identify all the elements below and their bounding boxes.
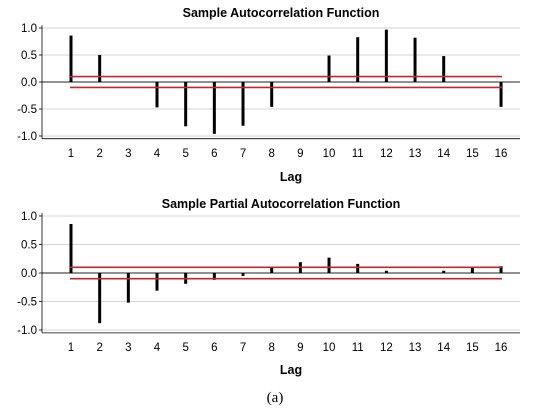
acf-x-tick-label: 11 [352,148,364,160]
acf-x-tick-label: 8 [268,148,274,160]
acf-x-tick-label: 10 [323,148,336,160]
pacf-x-tick-label: 8 [268,342,274,354]
pacf-y-tick-label: -0.5 [17,297,37,309]
pacf-y-ticks: 1.0 0.5 0.0 -0.5 -1.0 [17,211,520,337]
pacf-x-tick-label: 14 [437,342,450,354]
pacf-x-tick-label: 13 [409,342,422,354]
acf-y-tick-label: 1.0 [21,23,37,35]
pacf-x-tick-label: 9 [297,342,303,354]
pacf-x-ticks: 1 2 3 4 5 6 7 8 9 10 11 12 13 14 15 16 [68,342,508,354]
acf-y-tick-label: -0.5 [17,104,37,116]
pacf-x-tick-label: 10 [323,342,336,354]
pacf-bars [69,223,503,324]
acf-x-tick-label: 7 [240,148,246,160]
pacf-y-tick-label: 0.0 [21,268,37,280]
pacf-confidence-limits [70,266,502,280]
acf-x-ticks: 1 2 3 4 5 6 7 8 9 10 11 12 13 14 15 16 [68,148,508,160]
pacf-title: Sample Partial Autocorrelation Function [162,197,400,211]
pacf-y-tick-label: -1.0 [17,325,37,337]
acf-x-tick-label: 4 [154,148,161,160]
pacf-y-tick-label: 1.0 [21,211,37,223]
pacf-x-tick-label: 1 [68,342,74,354]
acf-x-tick-label: 15 [466,148,479,160]
acf-x-tick-label: 2 [96,148,102,160]
pacf-x-tick-label: 11 [352,342,364,354]
pacf-x-tick-label: 5 [182,342,188,354]
pacf-gridlines [42,215,520,331]
pacf-x-tick-label: 7 [240,342,246,354]
acf-y-tick-label: -1.0 [17,131,37,143]
pacf-x-tick-label: 2 [96,342,102,354]
acf-y-ticks: 1.0 0.5 0.0 -0.5 -1.0 [17,23,520,143]
acf-x-tick-label: 1 [68,148,74,160]
pacf-panel: Sample Partial Autocorrelation Function … [17,197,520,377]
pacf-x-tick-label: 3 [125,342,131,354]
acf-x-tick-label: 14 [437,148,450,160]
acf-x-tick-label: 5 [182,148,188,160]
pacf-x-tick-label: 6 [211,342,217,354]
acf-x-tick-label: 6 [211,148,217,160]
acf-x-tick-label: 3 [125,148,131,160]
acf-y-tick-label: 0.0 [21,77,37,89]
pacf-x-tick-label: 4 [154,342,161,354]
acf-panel: Sample Autocorrelation Function 1.0 0.5 0.… [17,6,520,184]
acf-y-tick-label: 0.5 [21,50,37,62]
acf-x-tick-label: 12 [380,148,393,160]
acf-x-tick-label: 16 [495,148,508,160]
figure-caption: (a) [267,390,284,406]
acf-confidence-limits [70,75,502,89]
pacf-x-tick-label: 16 [495,342,508,354]
acf-x-tick-label: 9 [297,148,303,160]
acf-x-axis-label: Lag [280,170,302,184]
acf-title: Sample Autocorrelation Function [183,6,380,20]
pacf-x-axis-label: Lag [280,363,302,377]
acf-bars [69,29,503,134]
pacf-x-tick-label: 12 [380,342,393,354]
acf-gridlines [42,27,520,137]
pacf-x-tick-label: 15 [466,342,479,354]
acf-x-tick-label: 13 [409,148,422,160]
pacf-y-tick-label: 0.5 [21,240,37,252]
